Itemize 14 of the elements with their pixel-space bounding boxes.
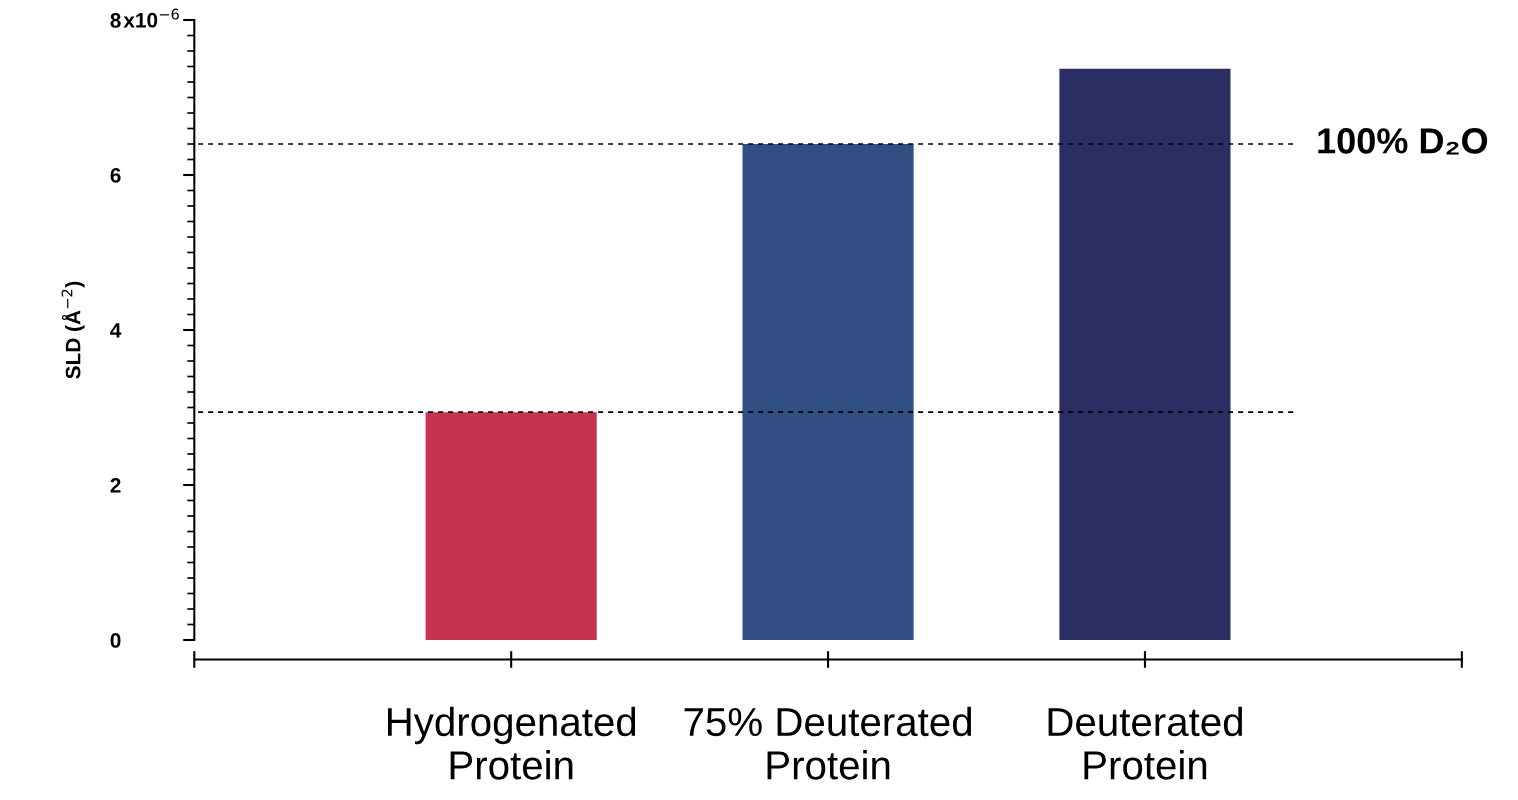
y-tick-label: 4 <box>110 323 122 338</box>
ref-line-label: 100% D₂O <box>1318 128 1488 155</box>
x-tick-label: 75% Deuterated Protein <box>684 706 972 780</box>
bar <box>1059 68 1231 640</box>
bar <box>742 144 914 640</box>
y-tick-label: 8 <box>110 13 121 28</box>
text: x10$^{−6}$ <box>123 8 179 28</box>
y-tick-label: 6 <box>110 168 121 183</box>
y-axis-title: SLD (Å$^{−2}$) <box>61 281 85 379</box>
bar <box>425 412 597 640</box>
x-tick-label: Hydrogenated Protein <box>387 706 636 780</box>
y-tick-label: 2 <box>110 478 121 493</box>
x-tick-label: Deuterated Protein <box>1048 706 1243 780</box>
y-tick-label: 0 <box>110 633 121 648</box>
